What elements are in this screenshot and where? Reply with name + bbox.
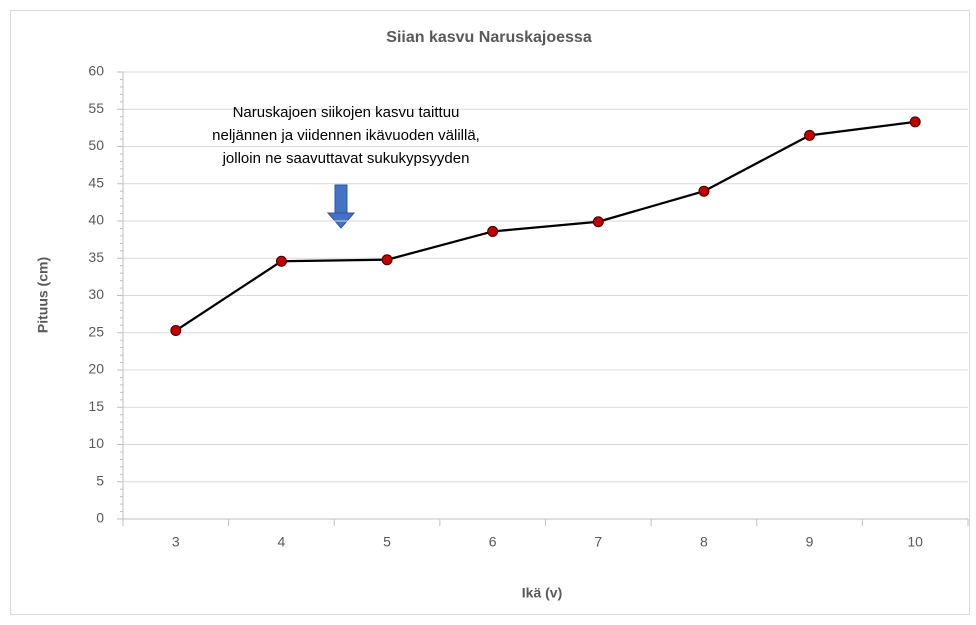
y-tick-label: 0 <box>96 510 104 526</box>
line <box>175 120 916 332</box>
marker <box>698 185 710 197</box>
y-tick-label: 35 <box>88 249 104 265</box>
x-tick-label: 10 <box>907 534 923 550</box>
marker <box>804 129 816 141</box>
chart-title: Siian kasvu Naruskajoessa <box>386 29 592 46</box>
annotation: jolloin ne saavuttavat sukukypsyyden <box>222 150 470 167</box>
marker <box>487 225 499 237</box>
marker <box>909 116 921 128</box>
x-tick-label: 4 <box>278 534 286 550</box>
marker <box>381 254 393 266</box>
chart-frame <box>10 10 970 615</box>
x-tick-label: 3 <box>172 534 180 550</box>
y-tick-label: 10 <box>88 435 104 451</box>
x-tick-label: 7 <box>594 534 602 550</box>
y-tick-label: 5 <box>96 472 104 488</box>
y-tick-label: 20 <box>88 361 104 377</box>
y-tick-label: 40 <box>88 212 104 228</box>
y-tick-label: 15 <box>88 398 104 414</box>
y-tick-label: 45 <box>88 174 104 190</box>
x-tick-label: 5 <box>383 534 391 550</box>
x-tick-label: 9 <box>806 534 814 550</box>
x-tick-label: 8 <box>700 534 708 550</box>
marker <box>275 255 287 267</box>
marker <box>592 216 604 228</box>
y-tick-label: 60 <box>88 63 104 79</box>
annotation: neljännen ja viidennen ikävuoden välillä… <box>212 127 480 144</box>
y-tick-label: 55 <box>88 100 104 116</box>
x-tick-label: 6 <box>489 534 497 550</box>
y-axis-title: Pituus (cm) <box>35 257 51 333</box>
marker <box>170 325 182 337</box>
y-tick-label: 25 <box>88 323 104 339</box>
y-tick-label: 30 <box>88 286 104 302</box>
annotation: Naruskajoen siikojen kasvu taittuu <box>233 104 460 121</box>
x-axis-title: Ikä (v) <box>522 585 562 601</box>
y-tick-label: 50 <box>88 137 104 153</box>
